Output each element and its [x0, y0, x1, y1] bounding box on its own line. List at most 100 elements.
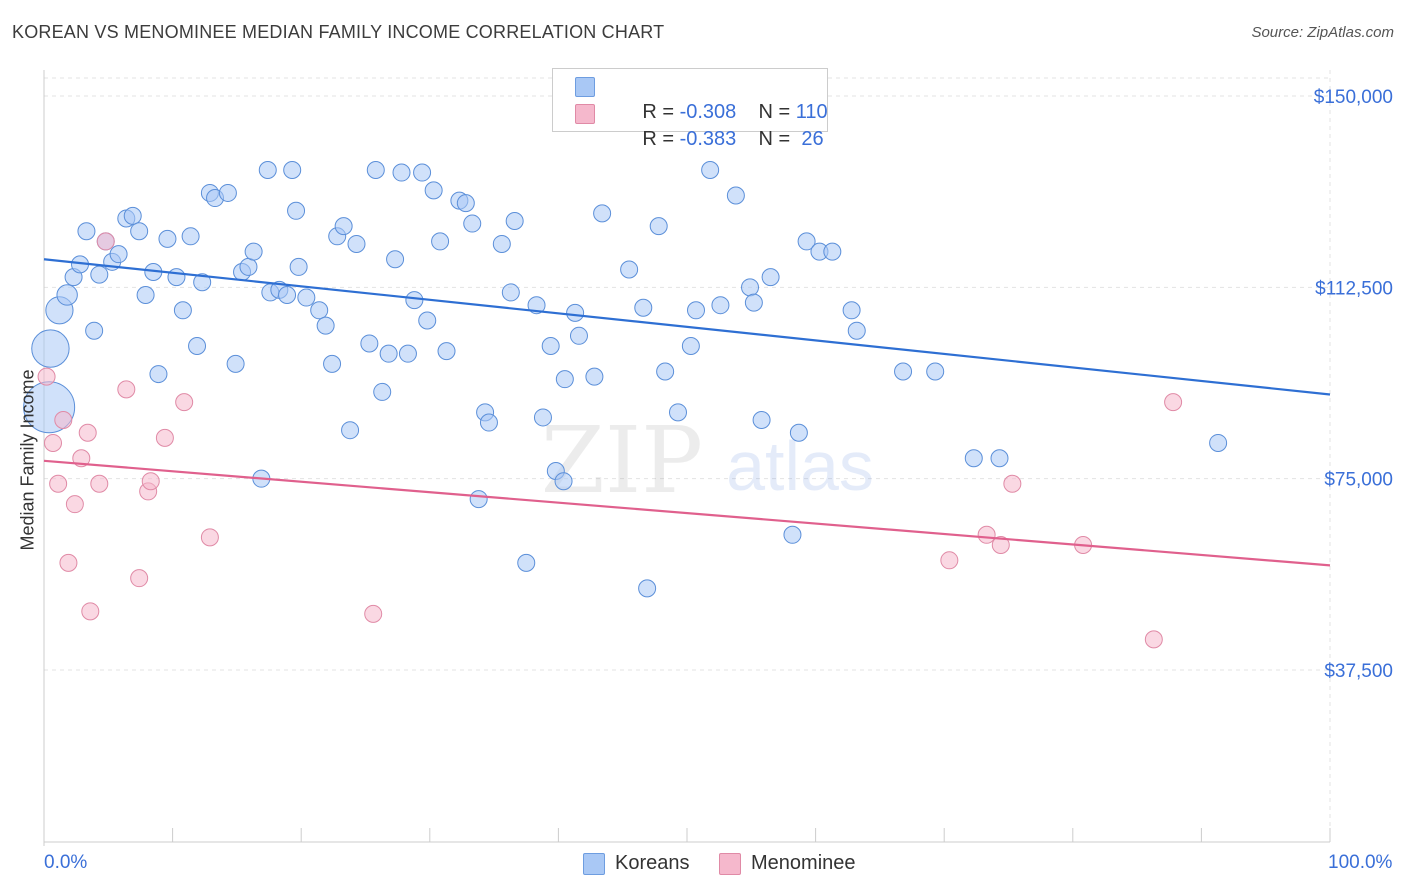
- point-koreans: [681, 337, 700, 356]
- point-koreans: [310, 301, 329, 320]
- trend-lines: [43, 258, 1331, 567]
- point-koreans: [334, 217, 353, 236]
- legend-r-value: -0.383: [679, 128, 737, 150]
- point-koreans: [964, 449, 983, 468]
- legend-r-label: R =: [642, 128, 680, 150]
- point-menominee: [1164, 393, 1183, 412]
- point-menominee: [65, 495, 84, 514]
- point-koreans: [392, 163, 411, 182]
- point-koreans: [258, 160, 277, 179]
- point-koreans: [287, 201, 306, 220]
- point-koreans: [456, 194, 475, 213]
- point-koreans: [797, 232, 816, 251]
- point-menominee: [78, 423, 97, 442]
- point-koreans: [188, 337, 207, 356]
- point-koreans: [418, 311, 437, 330]
- point-koreans: [123, 206, 142, 225]
- point-koreans: [226, 354, 245, 373]
- point-menominee: [54, 410, 73, 429]
- point-koreans: [1209, 433, 1228, 452]
- point-koreans: [173, 301, 192, 320]
- trend-line-menominee: [43, 459, 1331, 567]
- point-koreans: [323, 354, 342, 373]
- x-tick-label-min: 0.0%: [44, 852, 88, 873]
- point-koreans: [424, 181, 443, 200]
- point-koreans: [469, 490, 488, 509]
- y-axis-label: Median Family Income: [17, 369, 38, 551]
- bottom-legend-label-koreans: Koreans: [615, 852, 690, 874]
- point-koreans: [193, 273, 212, 292]
- point-menominee: [141, 472, 160, 491]
- point-koreans: [926, 362, 945, 381]
- point-koreans: [541, 337, 560, 356]
- point-koreans: [741, 278, 760, 297]
- point-menominee: [1144, 630, 1163, 649]
- point-koreans: [77, 222, 96, 241]
- point-koreans: [181, 227, 200, 246]
- point-koreans: [620, 260, 639, 279]
- point-koreans: [761, 268, 780, 287]
- legend-r-value: -0.308: [679, 101, 737, 123]
- point-koreans: [373, 382, 392, 401]
- point-menominee: [130, 569, 149, 588]
- point-koreans: [347, 234, 366, 253]
- bottom-legend-swatch-koreans: [583, 853, 605, 875]
- point-menominee: [37, 367, 56, 386]
- point-menominee: [1003, 474, 1022, 493]
- point-menominee: [44, 433, 63, 452]
- point-koreans: [360, 334, 379, 353]
- legend: R = -0.308 N = 110 R = -0.383 N = 26: [552, 68, 828, 150]
- y-tick-label: $75,000: [1324, 470, 1393, 491]
- point-koreans: [990, 449, 1009, 468]
- point-koreans: [649, 217, 668, 236]
- point-koreans: [701, 160, 720, 179]
- point-menominee: [117, 380, 136, 399]
- point-koreans: [585, 367, 604, 386]
- legend-n-label: N =: [758, 128, 796, 150]
- legend-n-value: 26: [795, 128, 824, 150]
- point-koreans: [158, 229, 177, 248]
- point-koreans: [687, 301, 706, 320]
- point-koreans: [638, 579, 657, 598]
- point-koreans: [505, 212, 524, 231]
- point-koreans: [283, 160, 302, 179]
- point-menominee: [49, 474, 68, 493]
- point-koreans: [634, 298, 653, 317]
- point-koreans: [379, 344, 398, 363]
- point-koreans: [405, 291, 424, 310]
- data-points: [23, 87, 1228, 649]
- point-koreans: [554, 472, 573, 491]
- point-koreans: [239, 257, 258, 276]
- point-menominee: [940, 551, 959, 570]
- watermark-zip: ZIP: [541, 407, 703, 514]
- y-tick-label: $150,000: [1314, 87, 1393, 108]
- chart-source: Source: ZipAtlas.com: [1251, 24, 1394, 41]
- point-koreans: [555, 370, 574, 389]
- point-koreans: [278, 285, 297, 304]
- y-tick-label: $37,500: [1324, 661, 1393, 682]
- point-koreans: [569, 326, 588, 345]
- point-koreans: [136, 285, 155, 304]
- point-menominee: [90, 474, 109, 493]
- legend-r-label: R =: [642, 101, 680, 123]
- point-koreans: [366, 160, 385, 179]
- point-koreans: [386, 250, 405, 269]
- point-koreans: [149, 365, 168, 384]
- point-koreans: [398, 344, 417, 363]
- y-tick-labels: $150,000 $112,500 $75,000 $37,500: [1314, 87, 1393, 682]
- point-menominee: [175, 393, 194, 412]
- point-koreans: [244, 242, 263, 261]
- point-koreans: [533, 408, 552, 427]
- legend-swatch-koreans: [575, 77, 595, 97]
- legend-row-koreans: R = -0.308 N = 110: [575, 73, 828, 123]
- point-koreans: [130, 222, 149, 241]
- point-koreans: [463, 214, 482, 233]
- point-koreans: [527, 296, 546, 315]
- point-menominee: [977, 525, 996, 544]
- point-menominee: [364, 604, 383, 623]
- point-koreans: [316, 316, 335, 335]
- point-koreans: [431, 232, 450, 251]
- point-koreans: [437, 342, 456, 361]
- bottom-legend-swatch-menominee: [719, 853, 741, 875]
- point-koreans: [297, 288, 316, 307]
